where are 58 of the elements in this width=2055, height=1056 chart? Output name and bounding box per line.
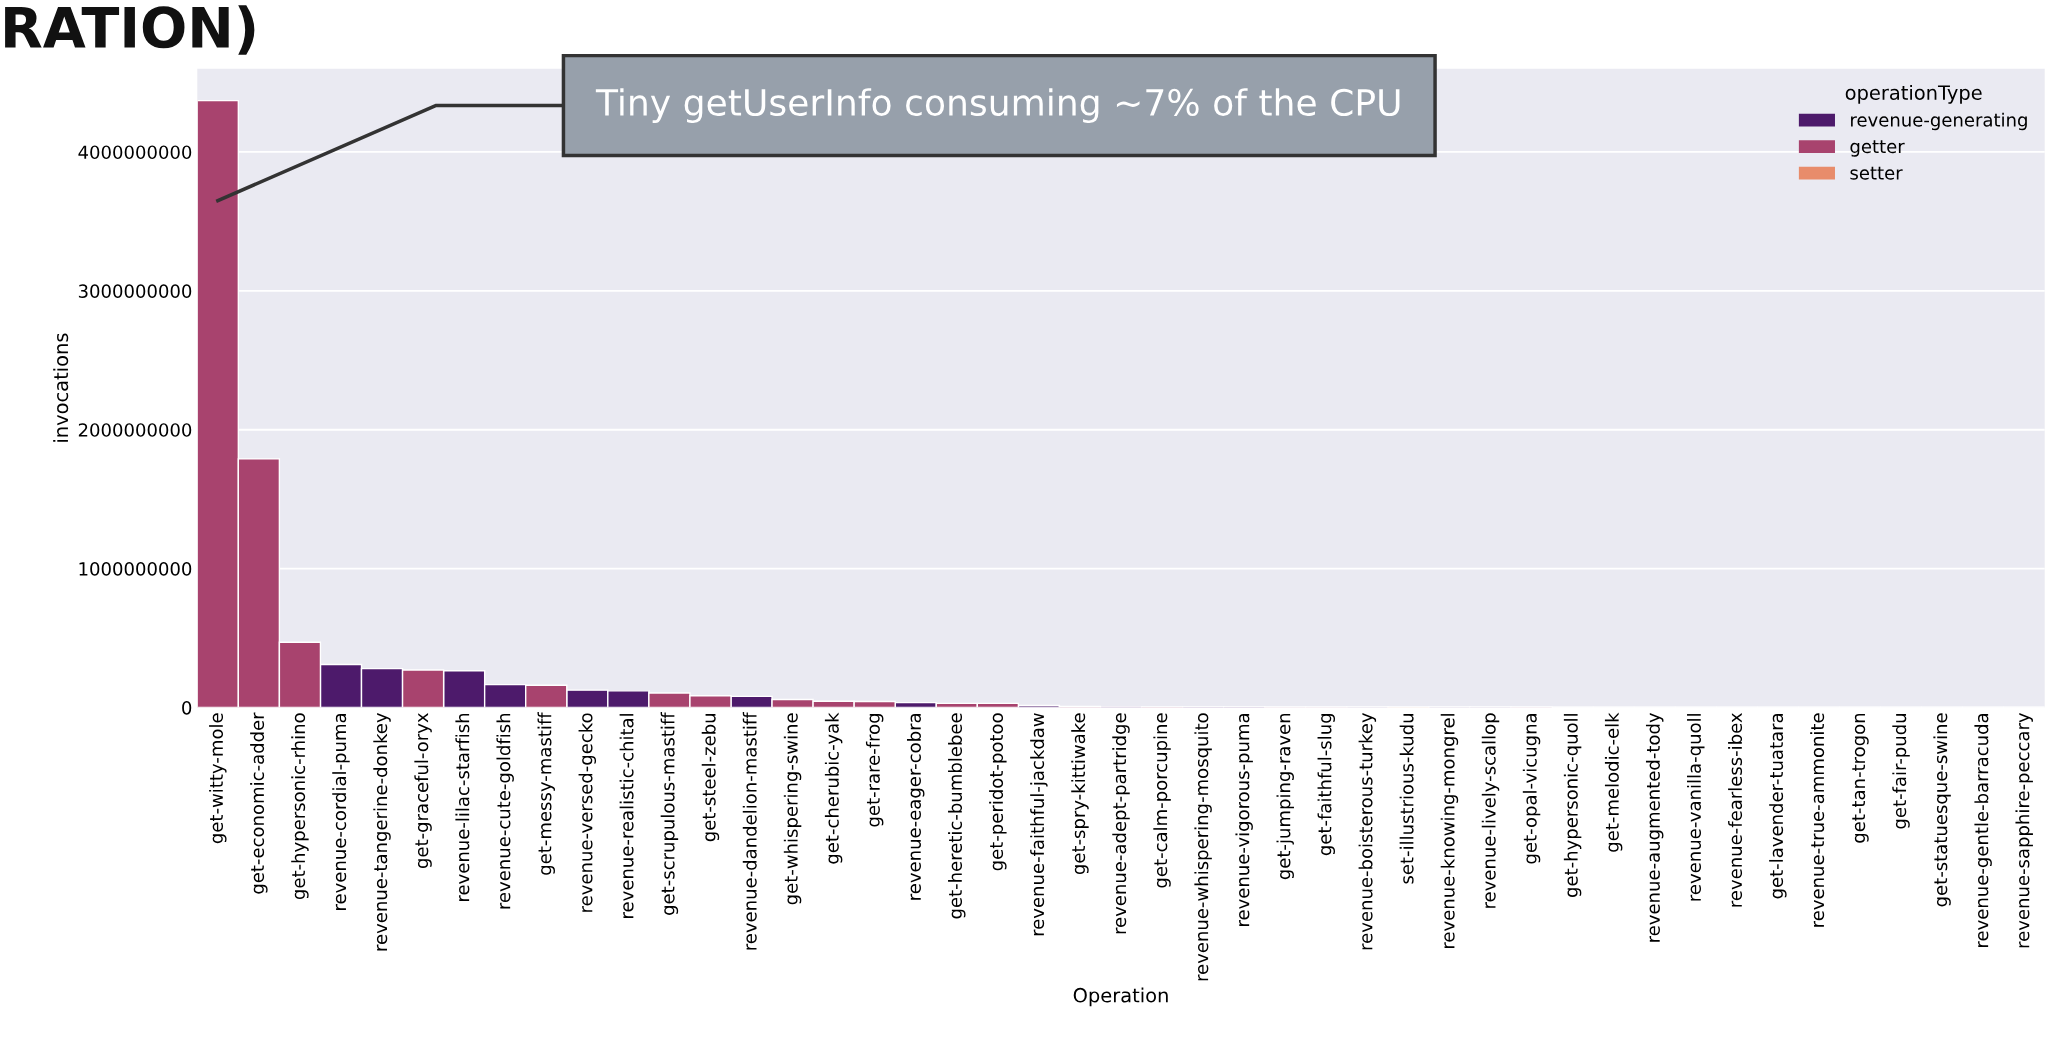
x-axis-title: Operation [1073,987,1168,1007]
x-tick-label: get-whispering-swine [783,713,802,905]
x-tick-label: get-scrupulous-mastiff [660,712,679,915]
x-tick-label: revenue-lively-scallop [1481,713,1500,908]
legend-title: operationType [1845,84,1982,104]
x-tick-label: get-calm-porcupine [1153,713,1171,888]
x-tick-label: get-hypersonic-rhino [291,713,309,900]
y-axis-title: invocations [53,333,69,442]
y-tick-label: 4000000000 [78,145,192,160]
x-tick-label: revenue-augmented-tody [1645,712,1664,942]
x-tick-label: get-spry-kittiwake [1071,713,1089,875]
x-tick-label: revenue-cordial-puma [332,714,350,910]
x-tick-label: revenue-faithful-jackdaw [1030,713,1048,936]
x-tick-label: revenue-versed-gecko [578,713,597,912]
x-tick-label: get-opal-vicugna [1522,714,1541,864]
x-tick-label: revenue-vigorous-puma [1235,714,1253,926]
x-tick-label: get-witty-mole [209,713,227,844]
y-tick-label: 0 [182,700,192,715]
x-tick-label: get-heretic-bumblebee [948,713,966,919]
x-tick-label: revenue-tangerine-donkey [373,712,391,951]
y-tick-label: 2000000000 [78,423,192,437]
x-tick-label: get-jumping-raven [1276,713,1294,880]
legend-label: getter [1850,140,1905,157]
x-tick-label: set-illustrious-kudu [1399,714,1414,884]
x-tick-label: get-graceful-oryx [414,712,432,869]
x-tick-label: get-messy-mastiff [537,712,555,875]
x-tick-label: get-statuesque-swine [1933,713,1951,907]
x-tick-label: revenue-gentle-barracuda [1974,714,1992,947]
x-tick-label: revenue-eager-cobra [906,714,925,900]
x-tick-label: revenue-cute-goldfish [496,713,514,909]
x-tick-label: revenue-fearless-ibex [1728,712,1743,907]
legend-label: setter [1850,166,1903,180]
x-tick-label: revenue-true-ammonite [1810,713,1825,927]
x-tick-label: get-tan-trogon [1852,713,1869,843]
x-tick-label: get-hypersonic-quoll [1563,714,1582,898]
x-tick-label: revenue-dandelion-mastiff [742,712,757,950]
x-tick-label: get-lavender-tuatara [1769,714,1787,899]
x-tick-label: get-economic-adder [250,712,268,894]
chart-title: RATION) [5,5,255,55]
x-tick-label: revenue-adept-partridge [1112,713,1130,934]
annotation: Tiny getUserInfo consuming ~7% of the CPU [595,88,1400,124]
x-tick-label: revenue-realistic-chital [619,714,634,918]
x-tick-label: revenue-sapphire-peccary [2015,712,2033,948]
x-tick-label: revenue-whispering-mosquito [1194,713,1212,981]
x-tick-label: get-steel-zebu [701,714,720,842]
x-tick-label: revenue-knowing-mongrel [1440,714,1459,948]
x-tick-label: get-faithful-slug [1317,714,1336,856]
x-tick-label: revenue-boisterous-turkey [1358,712,1377,950]
x-tick-label: revenue-lilac-starfish [455,713,470,901]
x-tick-label: get-melodic-elk [1604,712,1623,852]
y-tick-label: 1000000000 [79,562,192,576]
legend-label: revenue-generating [1851,112,2027,131]
y-tick-label: 3000000000 [78,284,192,298]
x-tick-label: get-fair-pudu [1892,714,1910,829]
x-tick-label: get-peridot-potoo [989,713,1007,871]
x-tick-label: revenue-vanilla-quoll [1687,714,1705,901]
x-tick-label: get-cherubic-yak [824,712,843,864]
x-tick-label: get-rare-frog [865,714,884,827]
